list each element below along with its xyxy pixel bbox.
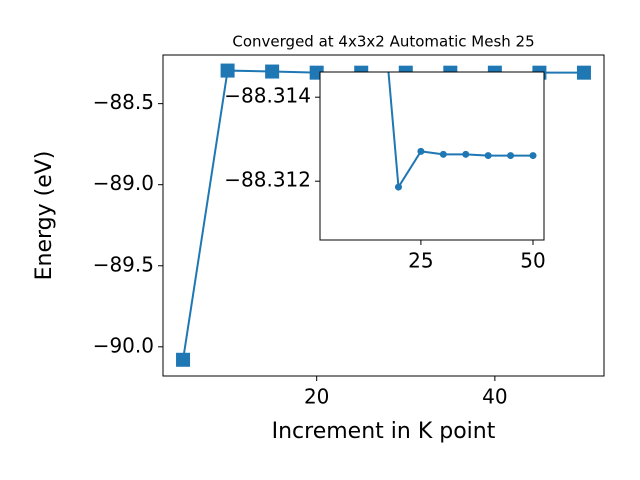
x-tick-label: 20 — [304, 385, 329, 409]
plot-area — [387, 72, 537, 191]
y-tick-label: −90.0 — [93, 333, 154, 357]
marker — [484, 152, 492, 160]
y-axis-label: Energy (eV) — [32, 151, 57, 281]
marker — [529, 152, 537, 160]
marker — [576, 65, 591, 80]
marker — [439, 150, 447, 158]
marker — [462, 150, 470, 158]
y-tick-label: −89.5 — [93, 252, 154, 276]
marker — [417, 147, 425, 155]
y-tick-label: −89.0 — [93, 171, 154, 195]
marker — [220, 63, 235, 78]
marker — [507, 152, 515, 160]
data-line — [387, 72, 534, 191]
x-tick-label: 25 — [408, 249, 433, 273]
chart-title: Converged at 4x3x2 Automatic Mesh 25 — [232, 33, 534, 51]
x-tick-label: 40 — [482, 385, 507, 409]
x-tick-label: 50 — [520, 249, 545, 273]
marker — [265, 64, 280, 79]
y-tick-label: −88.314 — [224, 84, 311, 108]
y-tick-label: −88.5 — [93, 90, 154, 114]
marker — [394, 183, 402, 191]
axes-frame — [319, 71, 545, 241]
axes-frame — [162, 54, 605, 377]
marker — [176, 352, 191, 367]
y-tick-label: −88.312 — [224, 168, 311, 192]
x-axis-label: Increment in K point — [272, 419, 496, 444]
